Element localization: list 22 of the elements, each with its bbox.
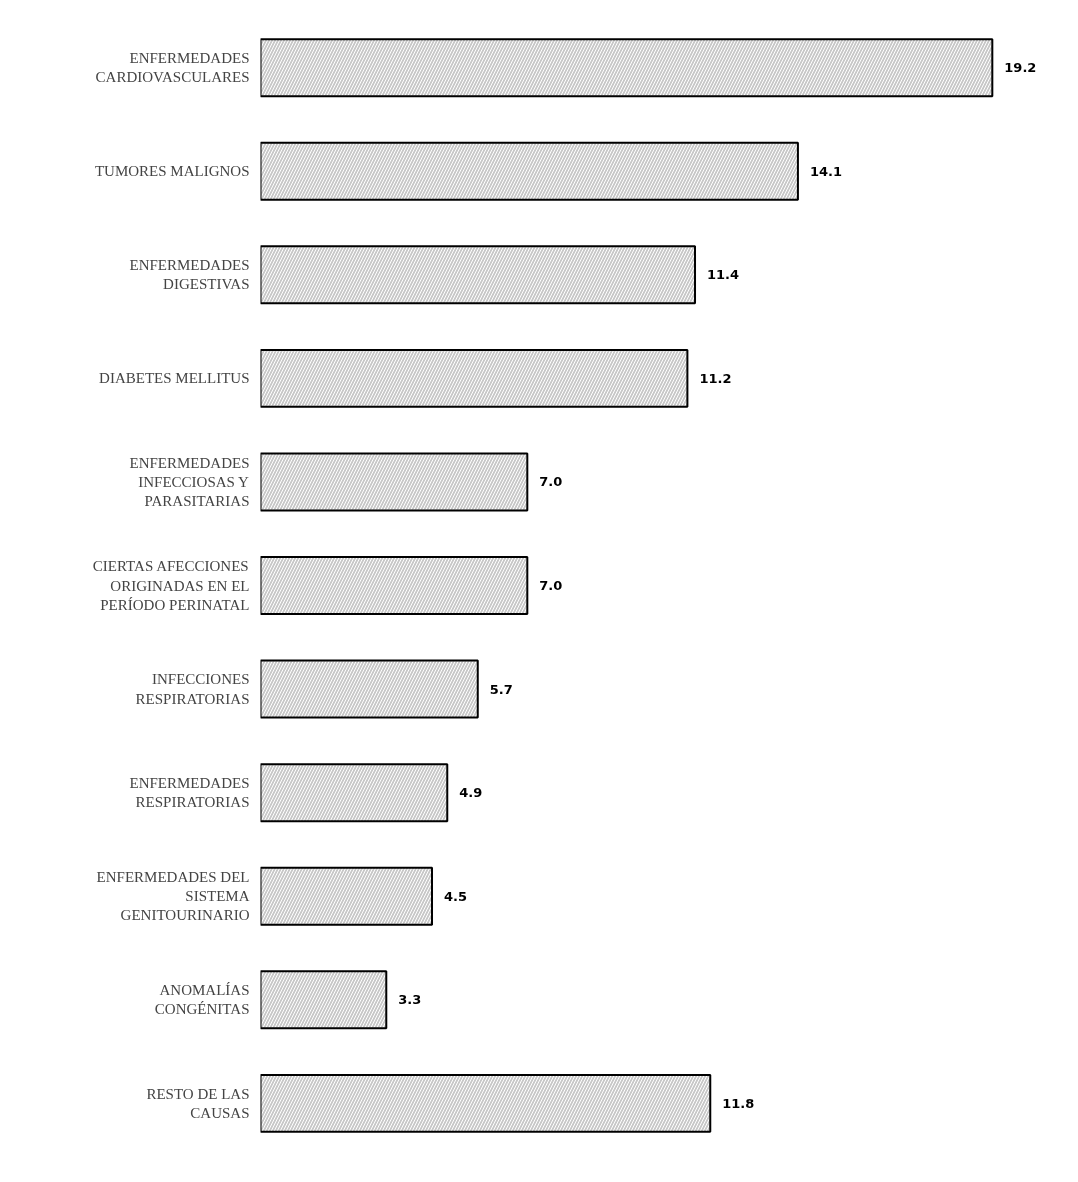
y-tick-label: TUMORES MALIGNOS bbox=[94, 163, 250, 180]
y-tick-label: ENFERMEDADES CARDIOVASCULARES bbox=[95, 50, 250, 86]
data-label: 7.0 bbox=[539, 474, 563, 490]
data-label: 14.1 bbox=[809, 163, 843, 179]
data-label: 7.0 bbox=[539, 578, 563, 593]
data-label: 3.3 bbox=[398, 992, 422, 1008]
y-tick-label: ENFERMEDADES DEL SISTEMA GENITOURINARIO bbox=[96, 869, 250, 924]
y-tick-label: ANOMALÍAS CONGÉNITAS bbox=[154, 982, 250, 1018]
data-label: 5.7 bbox=[489, 681, 513, 697]
y-tick-label: DIABETES MELLITUS bbox=[99, 370, 250, 387]
data-label: 11.2 bbox=[699, 370, 732, 386]
data-label: 11.4 bbox=[707, 267, 740, 283]
data-label: 4.9 bbox=[459, 785, 483, 801]
y-tick-label: ENFERMEDADES DIGESTIVAS bbox=[129, 257, 250, 293]
y-tick-label: CIERTAS AFECCIONES ORIGINADAS EN EL PERÍODO PERINATAL bbox=[92, 558, 250, 613]
y-tick-label: INFECCIONES RESPIRATORIAS bbox=[135, 671, 250, 707]
data-label: 4.5 bbox=[444, 888, 468, 904]
data-label: 19.2 bbox=[1004, 60, 1037, 76]
y-tick-label: ENFERMEDADES INFECCIOSAS Y PARASITARIAS bbox=[129, 454, 250, 510]
y-tick-label: RESTO DE LAS CAUSAS bbox=[146, 1085, 250, 1121]
y-tick-label: ENFERMEDADES RESPIRATORIAS bbox=[129, 775, 250, 811]
data-label: 11.8 bbox=[722, 1095, 755, 1111]
